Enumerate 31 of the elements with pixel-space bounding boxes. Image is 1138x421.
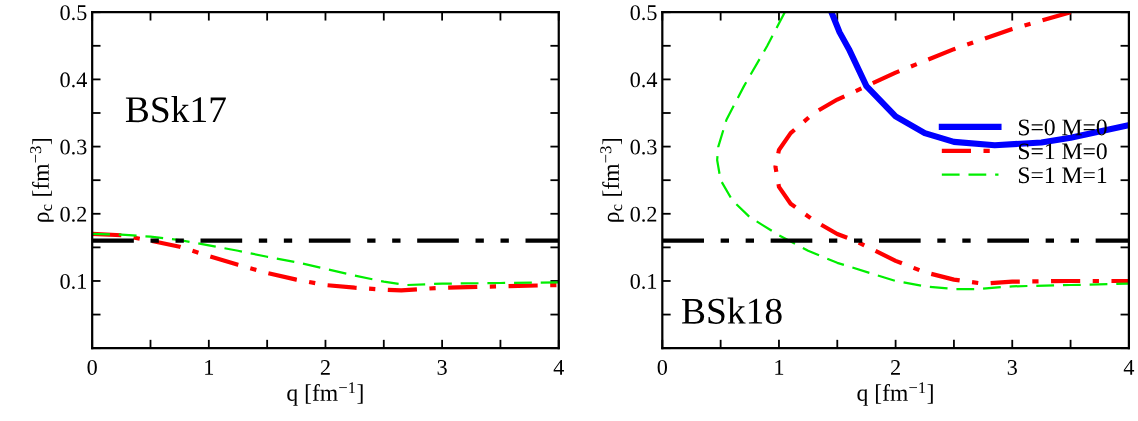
y-tick-label: 0.2 xyxy=(630,206,657,222)
annotation: BSk17 xyxy=(125,95,226,123)
y-tick-label: 0.5 xyxy=(630,5,657,21)
legend-label: S=1 M=0 xyxy=(1018,143,1107,160)
line-series xyxy=(773,12,1129,286)
x-tick-label: 1 xyxy=(205,360,214,375)
y-tick-label: 0.5 xyxy=(60,5,87,21)
x-tick-label: 2 xyxy=(891,359,900,375)
y-tick-label: 0.1 xyxy=(630,273,657,289)
x-tick-label: 4 xyxy=(1123,360,1135,375)
y-tick-label: 0.4 xyxy=(630,72,658,88)
x-tick-label: 2 xyxy=(320,359,330,375)
x-tick-label: 3 xyxy=(1007,359,1017,375)
x-tick-label: 3 xyxy=(437,359,447,375)
legend-label: S=1 M=1 xyxy=(1018,167,1107,184)
line-series xyxy=(716,12,1129,291)
y-axis-title: ρ$_{c}$ [fm$^{−3}$] xyxy=(600,139,624,222)
x-tick-label: 0 xyxy=(87,359,97,375)
y-tick-label: 0.3 xyxy=(60,139,87,155)
y-tick-label: 0.2 xyxy=(60,206,87,222)
x-axis-title: q [fm$^{−1}$] xyxy=(857,382,933,406)
y-axis-title: ρ$_{c}$ [fm$^{−3}$] xyxy=(30,139,54,222)
y-tick-label: 0.4 xyxy=(60,72,87,88)
x-tick-label: 0 xyxy=(657,359,668,375)
y-tick-label: 0.1 xyxy=(60,273,86,289)
x-tick-label: 4 xyxy=(553,360,564,375)
x-axis-title: q [fm$^{−1}$] xyxy=(287,382,363,406)
x-tick-label: 1 xyxy=(775,360,784,375)
annotation: BSk18 xyxy=(682,297,782,324)
y-tick-label: 0.3 xyxy=(630,139,657,155)
legend-label: S=0 M=0 xyxy=(1018,119,1107,136)
